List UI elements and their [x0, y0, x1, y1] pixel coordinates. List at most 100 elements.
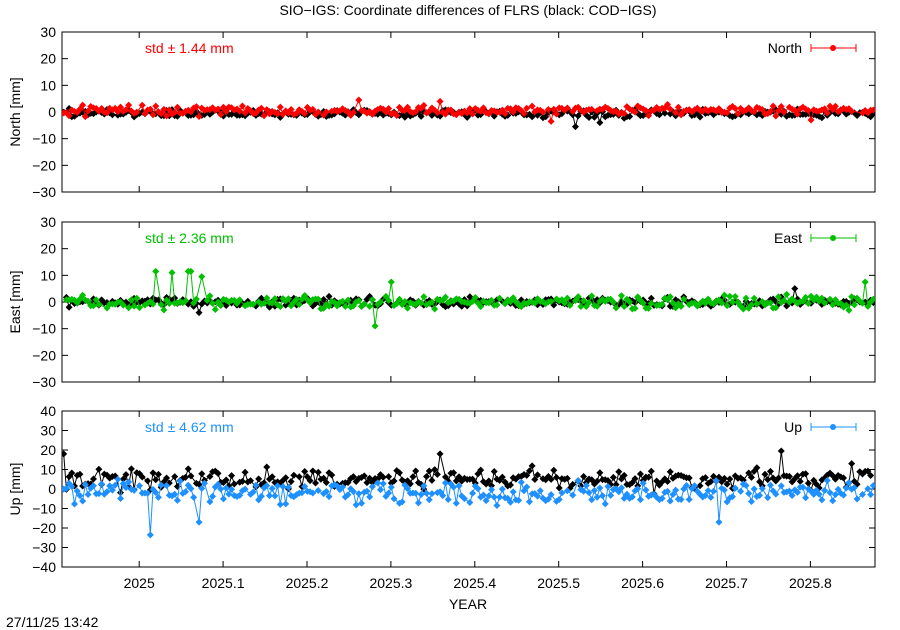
data-point [682, 482, 690, 490]
data-point [777, 447, 785, 455]
data-point [163, 112, 171, 120]
data-point [265, 492, 273, 500]
data-point [585, 298, 593, 306]
data-point [766, 107, 774, 115]
data-point [753, 300, 761, 308]
data-point [628, 493, 636, 501]
data-point [325, 493, 333, 501]
data-point [339, 297, 347, 305]
data-point [493, 501, 501, 509]
data-point [352, 501, 360, 509]
data-point [577, 302, 585, 310]
data-point [76, 470, 84, 478]
data-point [431, 305, 439, 313]
y-tick-label: −10 [32, 131, 56, 147]
data-point [450, 483, 458, 491]
data-point [563, 487, 571, 495]
panel-north: 30 20 10 0 −10 −20 −30 North [mm] std ± 1.44 mm N… [7, 24, 876, 200]
data-point [187, 267, 195, 275]
data-point [677, 302, 685, 310]
data-point [276, 303, 284, 311]
data-point [869, 482, 875, 490]
data-point [701, 474, 709, 482]
data-point [125, 304, 133, 312]
data-point [696, 482, 704, 490]
data-point [766, 481, 774, 489]
data-point [217, 301, 225, 309]
data-point [409, 473, 417, 481]
data-point [664, 487, 672, 495]
data-point [309, 467, 317, 475]
data-point [450, 469, 458, 477]
data-point [404, 304, 412, 312]
data-point [848, 460, 856, 468]
data-point [674, 103, 682, 111]
data-point [685, 495, 693, 503]
data-point [387, 278, 395, 286]
data-point [766, 467, 774, 475]
data-point [92, 296, 100, 304]
data-point [745, 469, 753, 477]
data-point [761, 470, 769, 478]
data-point [477, 466, 485, 474]
data-point [135, 482, 143, 490]
data-point [569, 491, 577, 499]
data-point [211, 305, 219, 313]
data-point [664, 100, 672, 108]
data-point [615, 468, 623, 476]
data-point [525, 498, 533, 506]
data-point [631, 475, 639, 483]
data-point [114, 475, 122, 483]
data-point [236, 491, 244, 499]
y-tick-label: −30 [32, 374, 56, 390]
data-point [68, 469, 76, 477]
data-point [542, 113, 550, 121]
data-point [867, 491, 875, 499]
data-point [366, 493, 374, 501]
data-point [469, 489, 477, 497]
data-point [214, 105, 222, 113]
data-point [588, 292, 596, 300]
data-point [404, 485, 412, 493]
data-point [209, 299, 217, 307]
data-point [284, 483, 292, 491]
data-point [666, 293, 674, 301]
data-point [385, 473, 393, 481]
data-point [312, 479, 320, 487]
data-point [804, 300, 812, 308]
data-point [390, 477, 398, 485]
data-point [747, 497, 755, 505]
data-point [84, 297, 92, 305]
data-point [195, 113, 203, 121]
data-point [588, 105, 596, 113]
y-axis-label: East [mm] [7, 270, 23, 333]
data-point [729, 493, 737, 501]
data-point [358, 499, 366, 507]
data-point [73, 487, 81, 495]
data-point [531, 299, 539, 307]
data-point [780, 108, 788, 116]
data-point [585, 114, 593, 122]
data-point [349, 109, 357, 117]
data-point [314, 468, 322, 476]
data-point [758, 106, 766, 114]
data-point [536, 487, 544, 495]
data-point [436, 450, 444, 458]
data-point [398, 498, 406, 506]
data-point [368, 296, 376, 304]
data-point [65, 112, 73, 120]
data-point [710, 472, 718, 480]
data-point [127, 296, 135, 304]
data-point [580, 472, 588, 480]
data-point [138, 101, 146, 109]
series-line [63, 477, 874, 535]
data-point [596, 119, 604, 127]
data-point [550, 466, 558, 474]
y-tick-label: 20 [40, 241, 56, 257]
data-point [341, 302, 349, 310]
data-point [766, 299, 774, 307]
panel-up: 40 30 20 10 0 −10 −20 −30 −40 2025 2025.1 2025.2 202… [7, 403, 876, 591]
legend: Up [784, 419, 857, 435]
data-point [81, 481, 89, 489]
data-point [260, 299, 268, 307]
